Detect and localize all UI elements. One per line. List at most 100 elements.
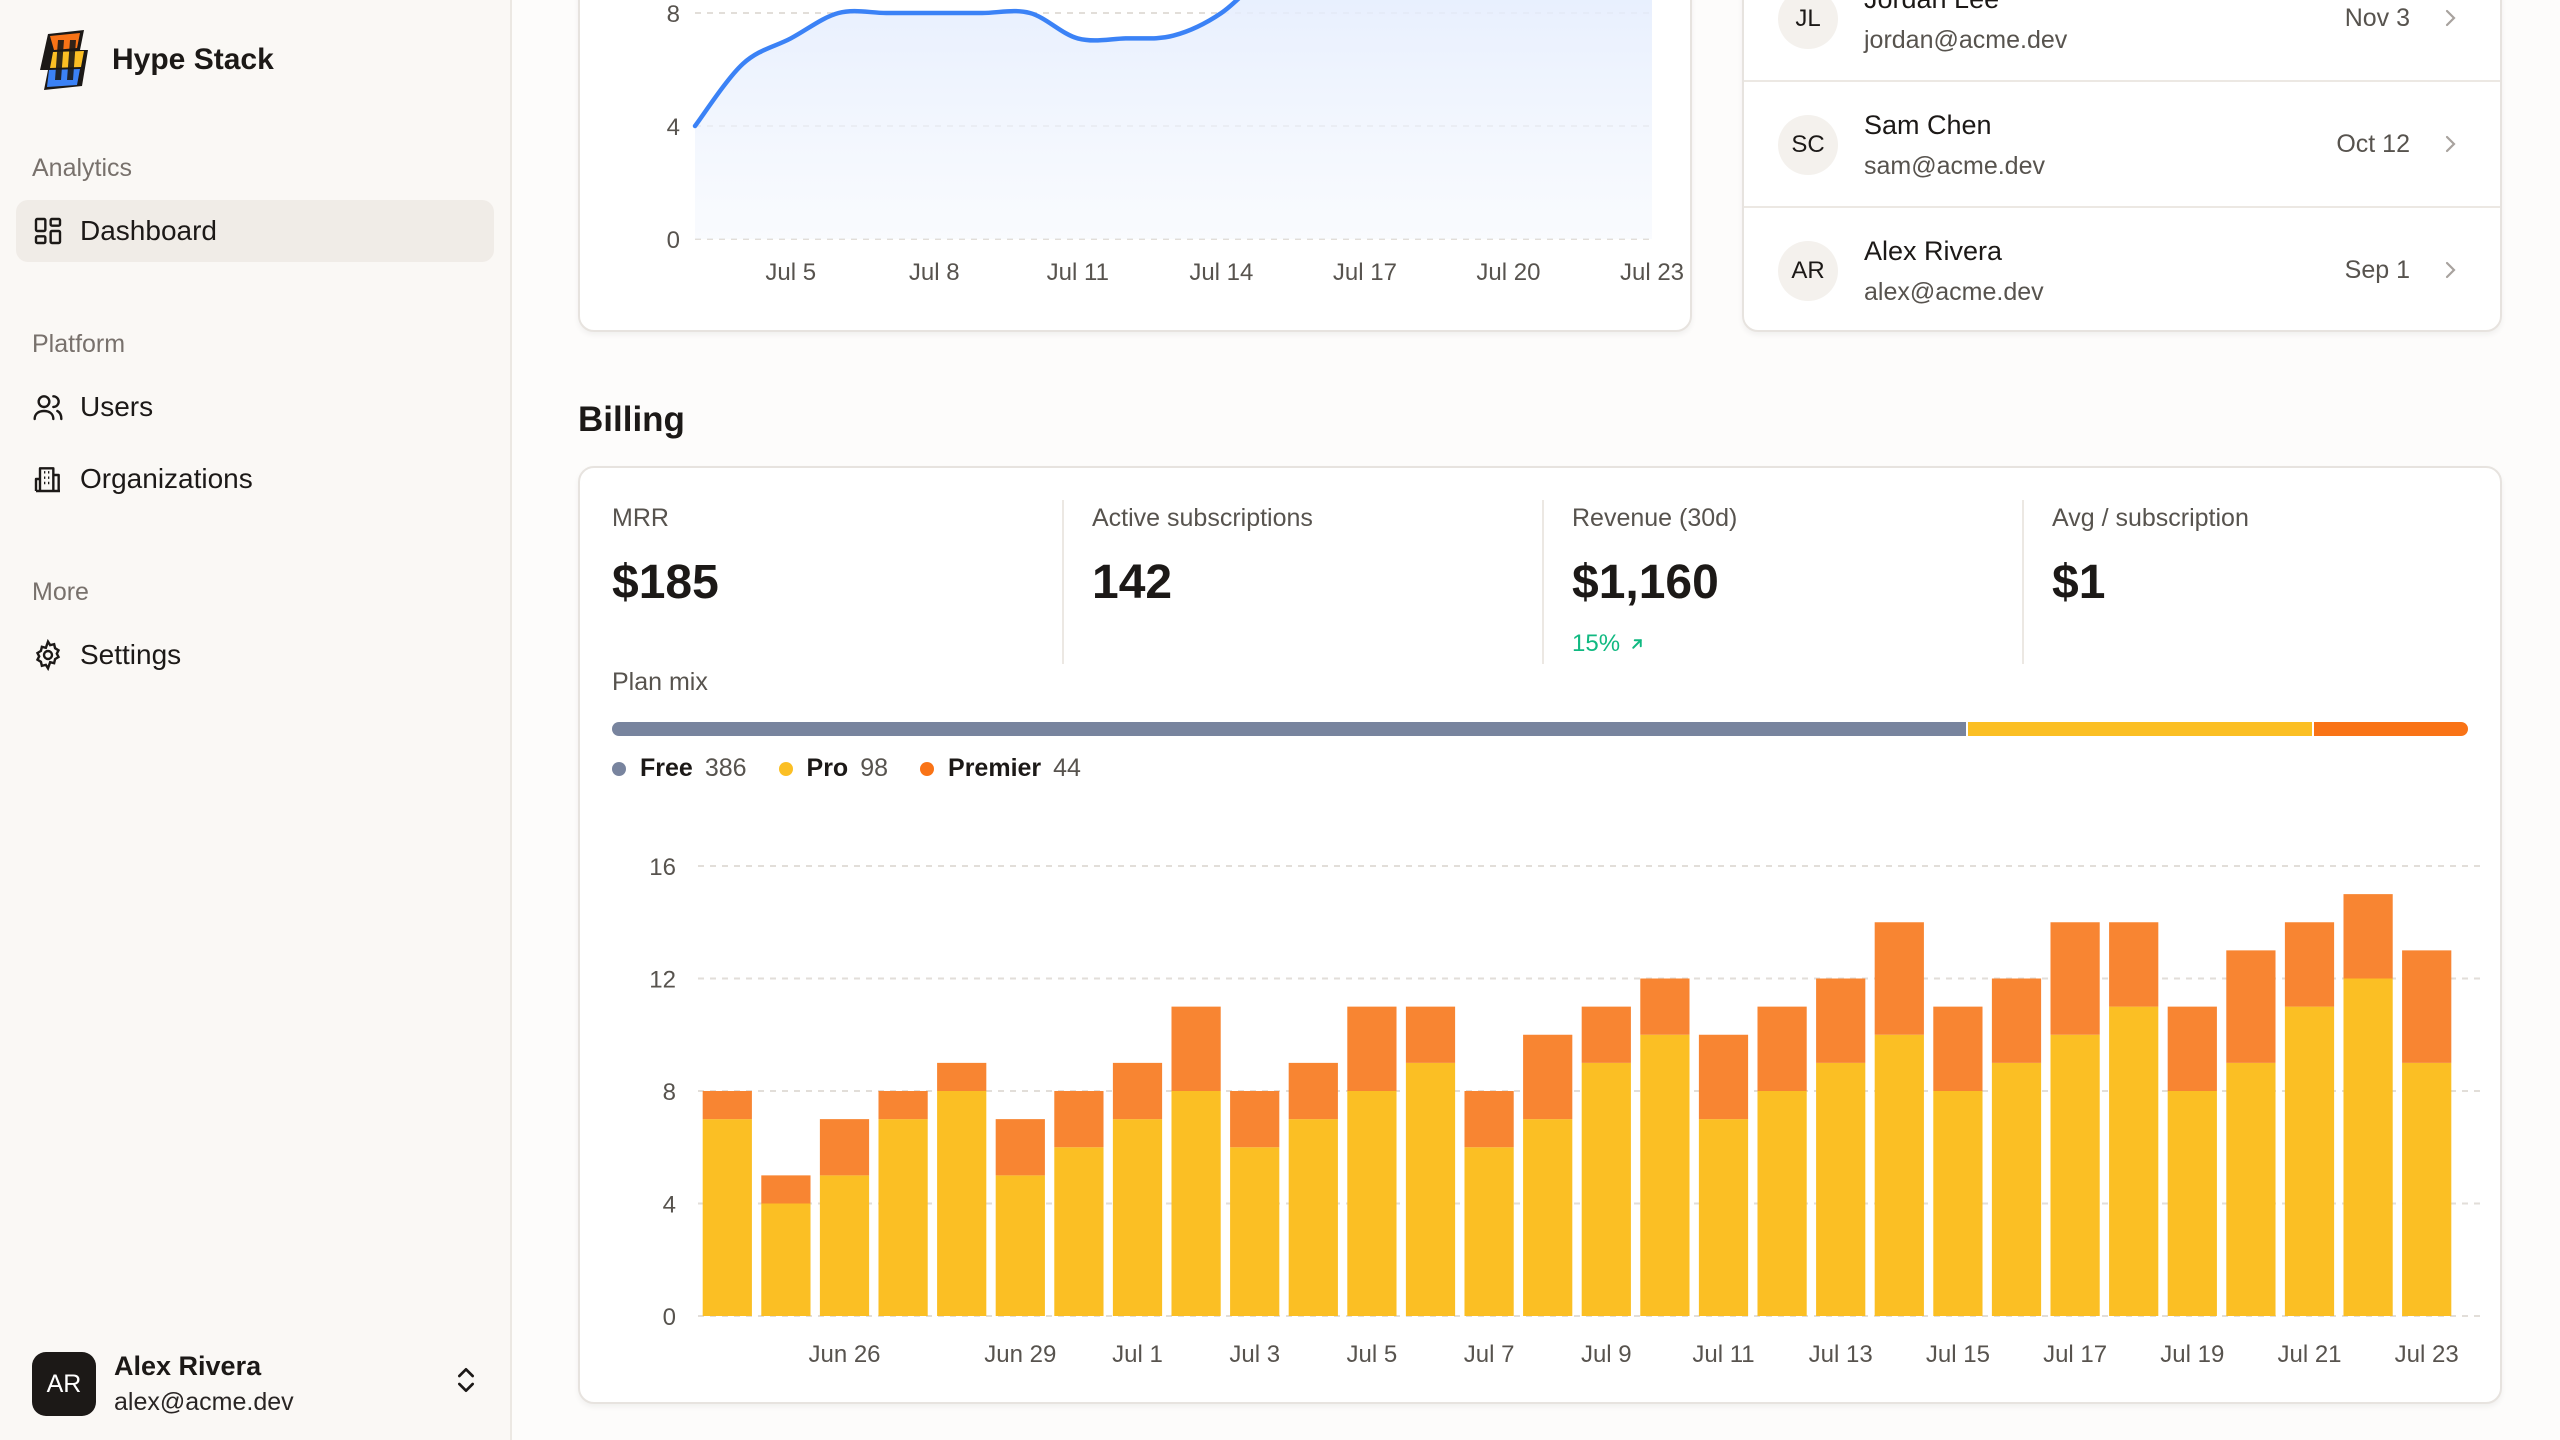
bar-segment-base (1581, 1062, 1631, 1316)
x-tick-label: Jul 20 (1476, 259, 1540, 286)
billing-card: MRR $185 Active subscriptions 142 Revenu… (578, 466, 2502, 1404)
bar-segment-base (2284, 1006, 2335, 1316)
bar-segment-base (819, 1175, 870, 1316)
legend-count: 98 (860, 754, 889, 782)
bar-segment-top (2402, 950, 2452, 1063)
sidebar-item-label: Organizations (80, 463, 253, 494)
y-tick-label: 8 (667, 1, 680, 28)
bar-segment-base (1991, 1062, 2042, 1316)
bar-segment-base (2226, 1062, 2276, 1316)
arrow-up-right-icon (1632, 639, 1642, 649)
x-tick-label: Jul 19 (2160, 1341, 2224, 1368)
bar-segment-top (878, 1091, 928, 1120)
stat-mrr: MRR $185 (612, 504, 719, 610)
bar-segment-top (2050, 922, 2100, 1035)
bar-segment-top (1816, 978, 1866, 1063)
bar-segment-base (1874, 1034, 1924, 1316)
bar-segment-top (1288, 1062, 1338, 1120)
user-email: alex@acme.dev (1864, 278, 2044, 306)
bar-segment-top (761, 1175, 811, 1204)
chevron-right-icon (2445, 261, 2456, 279)
legend-count: 386 (704, 754, 747, 782)
bar-segment-top (1347, 1006, 1397, 1091)
bar-segment-base (1230, 1147, 1280, 1316)
user-email: sam@acme.dev (1864, 152, 2045, 180)
bar-segment-base (1112, 1119, 1163, 1316)
plan-mix-bar (612, 722, 2468, 736)
user-menu[interactable]: AR Alex Rivera alex@acme.dev (32, 1348, 482, 1420)
sidebar-item-label: Dashboard (80, 215, 217, 246)
x-tick-label: Jul 23 (1620, 259, 1684, 286)
bar-segment-top (1757, 1006, 1807, 1091)
stat-value: $1,160 (1572, 556, 1719, 609)
x-tick-label: Jul 1 (1112, 1341, 1163, 1368)
bar-segment-top (1405, 1006, 1456, 1063)
list-item[interactable]: JL Jordan Lee jordan@acme.dev Nov 3 (1744, 0, 2500, 82)
plan-segment-free (612, 722, 1966, 736)
avatar: AR (32, 1352, 96, 1416)
bar-segment-base (2167, 1091, 2217, 1316)
bar-segment-top (702, 1091, 752, 1120)
y-tick-label: 16 (649, 854, 676, 881)
user-date: Nov 3 (2344, 4, 2410, 32)
bar-segment-base (1757, 1091, 1807, 1316)
bar-segment-base (702, 1119, 752, 1316)
x-tick-label: Jul 17 (2043, 1341, 2107, 1368)
nav-group-more: More (32, 578, 89, 606)
user-name: Sam Chen (1864, 110, 1992, 140)
bar-segment-base (878, 1119, 928, 1316)
stat-divider (2022, 500, 2024, 664)
bar-segment-top (1523, 1034, 1573, 1120)
bar-segment-base (1523, 1119, 1573, 1316)
plan-mix-label: Plan mix (612, 668, 708, 696)
user-name: Alex Rivera (1864, 236, 2003, 266)
sidebar-item-users[interactable]: Users (16, 376, 494, 438)
x-tick-label: Jul 13 (1809, 1341, 1873, 1368)
bar-segment-base (937, 1091, 987, 1316)
bar-segment-base (1933, 1091, 1983, 1316)
avatar: AR (1778, 241, 1838, 301)
avatar: SC (1778, 115, 1838, 175)
user-name: Alex Rivera (114, 1351, 262, 1381)
list-item[interactable]: SC Sam Chen sam@acme.dev Oct 12 (1744, 82, 2500, 208)
x-tick-label: Jul 21 (2277, 1341, 2341, 1368)
x-tick-label: Jul 11 (1692, 1341, 1754, 1368)
x-tick-label: Jun 29 (984, 1341, 1056, 1368)
sidebar-item-label: Settings (80, 639, 182, 670)
stat-label: Active subscriptions (1092, 504, 1313, 532)
bar-segment-top (1640, 978, 1690, 1035)
stat-avg-subscription: Avg / subscription $1 (2052, 504, 2249, 610)
sidebar-item-dashboard[interactable]: Dashboard (16, 200, 494, 262)
x-tick-label: Jul 7 (1464, 1341, 1515, 1368)
y-tick-label: 4 (667, 114, 680, 141)
building-icon (34, 467, 60, 493)
bar-segment-base (1816, 1062, 1866, 1316)
x-tick-label: Jul 11 (1047, 259, 1109, 286)
bar-segment-base (995, 1175, 1045, 1316)
bar-segment-top (1874, 922, 1924, 1035)
sidebar-item-label: Users (80, 391, 154, 422)
brand[interactable]: Hype Stack (36, 28, 274, 92)
stat-value: $1 (2052, 556, 2106, 609)
sidebar-item-organizations[interactable]: Organizations (16, 448, 494, 510)
plan-segment-premier (2313, 722, 2468, 736)
sidebar-item-settings[interactable]: Settings (16, 624, 494, 686)
bar-segment-base (1464, 1147, 1514, 1316)
user-name: Jordan Lee (1864, 0, 1999, 15)
nav-group-platform: Platform (32, 330, 126, 358)
sidebar: Hype Stack Analytics Dashboard Platform … (0, 0, 512, 1440)
legend-dot (612, 761, 626, 776)
bar-segment-top (1991, 978, 2042, 1063)
list-item[interactable]: AR Alex Rivera alex@acme.dev Sep 1 (1744, 208, 2500, 330)
legend-name: Free (640, 754, 693, 782)
legend-dot (920, 761, 935, 776)
user-email: jordan@acme.dev (1864, 26, 2068, 54)
plan-legend: Free 386 Pro 98 Premier 44 (612, 754, 1113, 783)
activity-area-chart: 0 4 8 Jul 5 Jul 8 Jul 11 Jul 14 Jul 17 Jul 20 Jul… (667, 0, 1684, 286)
x-tick-label: Jul 14 (1189, 259, 1253, 286)
bar-segment-base (2050, 1034, 2100, 1316)
stat-value: $185 (612, 556, 719, 609)
bar-segment-top (1171, 1006, 1221, 1091)
x-tick-label: Jul 15 (1926, 1341, 1990, 1368)
bar-segment-top (937, 1062, 987, 1091)
